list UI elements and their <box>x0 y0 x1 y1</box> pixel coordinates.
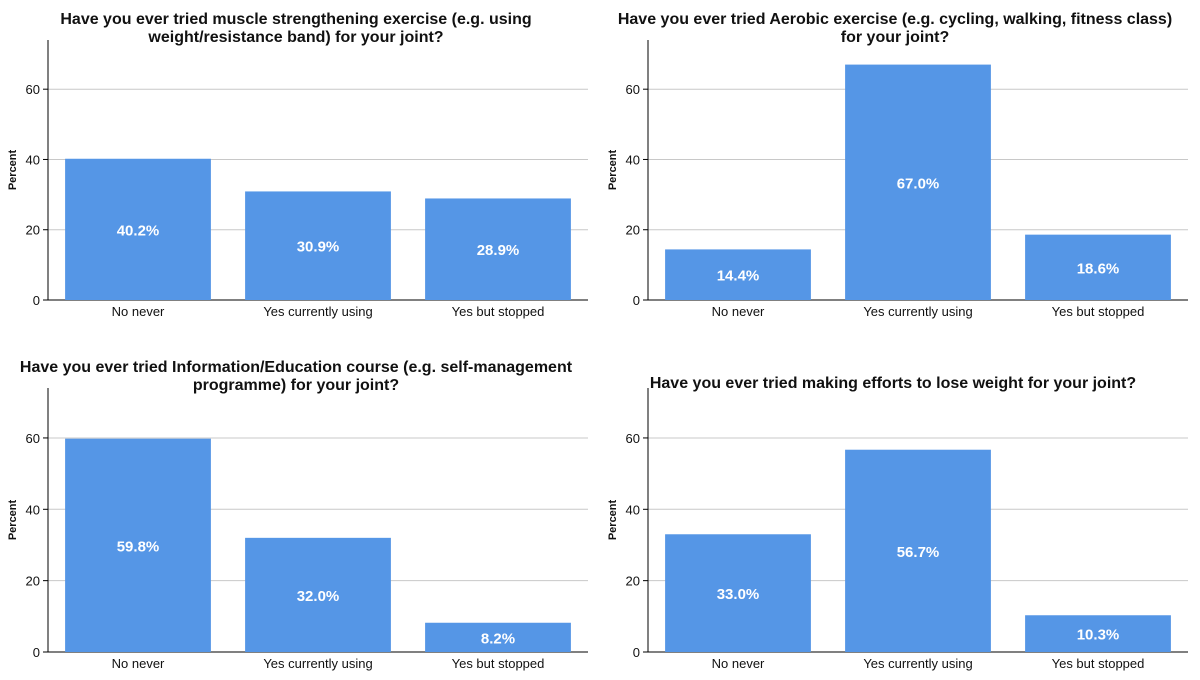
bar <box>245 537 391 652</box>
y-tick-label: 40 <box>626 502 640 517</box>
bar <box>665 249 811 300</box>
y-tick-label: 20 <box>26 574 40 589</box>
x-tick-label: Yes but stopped <box>1052 656 1145 671</box>
x-tick-label: Yes but stopped <box>1052 304 1145 319</box>
chart-svg: Have you ever tried Information/Educatio… <box>7 359 588 671</box>
bar <box>425 198 571 300</box>
bar <box>65 158 211 300</box>
y-tick-label: 60 <box>26 82 40 97</box>
bar-data-label: 59.8% <box>117 538 160 555</box>
y-tick-label: 0 <box>633 645 640 660</box>
y-tick-label: 60 <box>626 82 640 97</box>
y-tick-label: 0 <box>633 293 640 308</box>
bar <box>245 191 391 300</box>
chart-lose-weight: Have you ever tried making efforts to lo… <box>600 340 1200 680</box>
x-tick-label: Yes currently using <box>263 304 372 319</box>
y-tick-label: 60 <box>626 431 640 446</box>
y-tick-label: 40 <box>626 152 640 167</box>
y-tick-label: 0 <box>33 293 40 308</box>
y-tick-label: 60 <box>26 431 40 446</box>
x-tick-label: No never <box>112 656 165 671</box>
chart-title: Have you ever tried Information/Educatio… <box>20 359 573 376</box>
y-axis-label: Percent <box>7 149 19 190</box>
bar <box>845 64 991 300</box>
x-tick-label: Yes but stopped <box>452 304 545 319</box>
chart-aerobic-exercise: Have you ever tried Aerobic exercise (e.… <box>600 0 1200 340</box>
bar-data-label: 14.4% <box>717 268 760 285</box>
x-tick-label: No never <box>112 304 165 319</box>
x-tick-label: No never <box>712 304 765 319</box>
y-axis-label: Percent <box>607 149 619 190</box>
y-axis-label: Percent <box>7 499 19 540</box>
chart-title: for your joint? <box>841 29 949 46</box>
chart-svg: Have you ever tried Aerobic exercise (e.… <box>607 11 1188 319</box>
chart-title: Have you ever tried muscle strengthening… <box>60 11 531 28</box>
bar <box>1025 615 1171 652</box>
x-tick-label: No never <box>712 656 765 671</box>
bar-data-label: 28.9% <box>477 242 520 259</box>
bar-data-label: 10.3% <box>1077 627 1120 644</box>
bar-data-label: 67.0% <box>897 175 940 192</box>
chart-title: Have you ever tried Aerobic exercise (e.… <box>618 11 1172 28</box>
chart-education-course: Have you ever tried Information/Educatio… <box>0 340 600 680</box>
bar <box>1025 234 1171 300</box>
chart-svg: Have you ever tried making efforts to lo… <box>607 375 1188 671</box>
y-tick-label: 40 <box>26 502 40 517</box>
y-tick-label: 20 <box>26 223 40 238</box>
y-tick-label: 0 <box>33 645 40 660</box>
bar-data-label: 8.2% <box>481 630 515 647</box>
chart-title: programme) for your joint? <box>193 377 399 394</box>
x-tick-label: Yes currently using <box>863 304 972 319</box>
bar <box>65 438 211 652</box>
chart-svg: Have you ever tried muscle strengthening… <box>7 11 588 319</box>
chart-muscle-strengthening: Have you ever tried muscle strengthening… <box>0 0 600 340</box>
bar-data-label: 18.6% <box>1077 260 1120 277</box>
y-tick-label: 20 <box>626 574 640 589</box>
x-tick-label: Yes but stopped <box>452 656 545 671</box>
bar <box>845 449 991 652</box>
y-tick-label: 40 <box>26 152 40 167</box>
chart-title: Have you ever tried making efforts to lo… <box>650 375 1136 392</box>
x-tick-label: Yes currently using <box>863 656 972 671</box>
bar-data-label: 30.9% <box>297 239 340 256</box>
x-tick-label: Yes currently using <box>263 656 372 671</box>
bar-data-label: 40.2% <box>117 222 160 239</box>
y-tick-label: 20 <box>626 223 640 238</box>
bar <box>425 622 571 652</box>
chart-title: weight/resistance band) for your joint? <box>147 29 443 46</box>
y-axis-label: Percent <box>607 499 619 540</box>
bar-data-label: 33.0% <box>717 586 760 603</box>
bar-data-label: 56.7% <box>897 544 940 561</box>
bar-data-label: 32.0% <box>297 588 340 605</box>
bar <box>665 534 811 652</box>
